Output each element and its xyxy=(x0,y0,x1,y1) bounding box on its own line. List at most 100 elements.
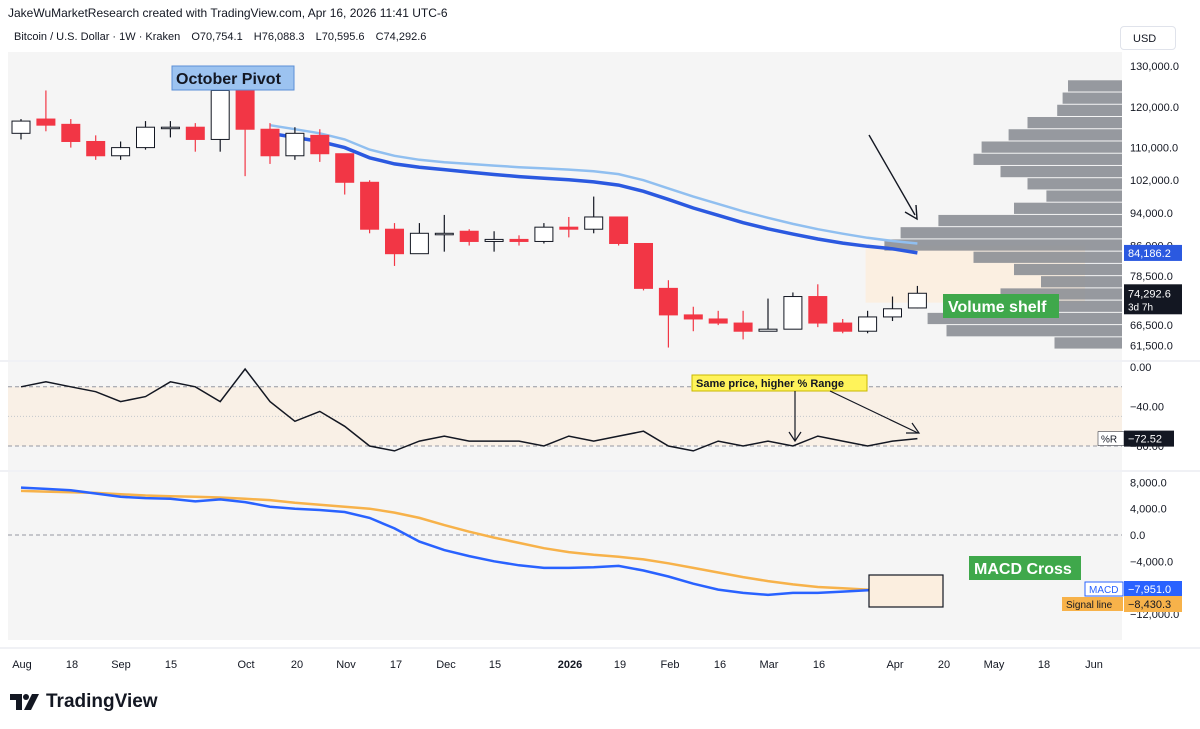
macd-line xyxy=(20,486,918,597)
volume-profile-bar xyxy=(900,227,1122,239)
candle-body[interactable] xyxy=(86,140,106,157)
candle-body[interactable] xyxy=(235,89,255,130)
candle-body[interactable] xyxy=(808,296,828,324)
time-axis-tick-label: 17 xyxy=(390,659,402,671)
macd-cross-callout xyxy=(969,556,1081,580)
macd-name-label: MACD xyxy=(1089,585,1118,596)
signal-name-label: Signal line xyxy=(1066,600,1113,611)
time-axis-tick-label: May xyxy=(984,659,1005,671)
price-axis-tick-label: 78,500.0 xyxy=(1130,271,1173,283)
currency-button[interactable]: USD xyxy=(1120,26,1176,50)
volume-profile-bar xyxy=(1014,263,1122,276)
tradingview-logo-icon xyxy=(10,694,39,710)
candle-body[interactable] xyxy=(559,226,579,230)
percent-r-name-label: %R xyxy=(1101,435,1117,446)
macd-axis-tick-label: 8,000.0 xyxy=(1130,477,1167,489)
candle-body[interactable] xyxy=(484,238,504,242)
volume-profile-bar xyxy=(1014,202,1122,214)
macd-value-label: −7,951.0 xyxy=(1128,584,1171,596)
candle-body[interactable] xyxy=(260,128,280,157)
candle-body[interactable] xyxy=(360,181,380,230)
percent-r-axis-tick-label: −40.00 xyxy=(1130,402,1164,414)
volume-shelf-callout xyxy=(943,294,1059,318)
candle-body[interactable] xyxy=(584,216,604,230)
candle-body[interactable] xyxy=(11,120,31,134)
candle-body[interactable] xyxy=(658,287,678,316)
candle-body[interactable] xyxy=(409,232,429,255)
volume-profile-bar xyxy=(1000,288,1122,300)
macd-cross-label: MACD Cross xyxy=(974,561,1072,578)
symbol-legend[interactable]: Bitcoin / U.S. Dollar · 1W · Kraken O70,… xyxy=(14,31,434,43)
annotation-arrow-head xyxy=(906,422,921,434)
macd-axis-tick-label: −4,000.0 xyxy=(1130,556,1173,568)
macd-axis-tick-label: 0.0 xyxy=(1130,530,1145,542)
macd-axis-tick-label: 4,000.0 xyxy=(1130,504,1167,516)
volume-profile-bar xyxy=(1062,92,1122,104)
symbol-name[interactable]: Bitcoin / U.S. Dollar · 1W · Kraken xyxy=(14,31,181,43)
time-axis-tick-label: 16 xyxy=(813,659,825,671)
candle-body[interactable] xyxy=(285,132,305,157)
time-axis-tick-label: 20 xyxy=(291,659,303,671)
candle-body[interactable] xyxy=(509,238,529,242)
time-axis-tick-label: Dec xyxy=(436,659,456,671)
time-axis-tick-label: 15 xyxy=(489,659,501,671)
ohlc-open: O70,754.1 xyxy=(191,31,243,43)
volume-profile-bar xyxy=(1057,104,1122,117)
brand-logo[interactable]: TradingView xyxy=(10,691,158,713)
brand-name: TradingView xyxy=(46,691,158,712)
candle-body[interactable] xyxy=(833,322,853,332)
candle-body[interactable] xyxy=(335,153,355,183)
volume-profile-bar xyxy=(938,214,1122,227)
candle-body[interactable] xyxy=(683,314,703,320)
signal-value-label: −8,430.3 xyxy=(1128,599,1171,611)
candle-body[interactable] xyxy=(783,296,803,330)
time-axis-tick-label: Jun xyxy=(1085,659,1103,671)
candle-body[interactable] xyxy=(858,316,878,332)
volume-profile-bar xyxy=(1027,178,1122,190)
price-axis-tick-label: 120,000.0 xyxy=(1130,102,1179,114)
time-axis-tick-label: Nov xyxy=(336,659,356,671)
candle-body[interactable] xyxy=(883,308,902,318)
candle-body[interactable] xyxy=(609,216,629,244)
candle-body[interactable] xyxy=(136,126,155,149)
candle-body[interactable] xyxy=(708,318,728,324)
candle-body[interactable] xyxy=(160,126,180,130)
candle-body[interactable] xyxy=(758,328,778,332)
time-axis-tick-label: 16 xyxy=(714,659,726,671)
candle-body[interactable] xyxy=(61,123,81,142)
price-axis-tick-label: 94,000.0 xyxy=(1130,208,1173,220)
candle-body[interactable] xyxy=(634,242,653,289)
volume-profile-bar xyxy=(973,153,1122,165)
time-axis-tick-label: Sep xyxy=(111,659,131,671)
candle-body[interactable] xyxy=(733,322,753,332)
volume-profile-bar xyxy=(1046,190,1122,202)
candle-body[interactable] xyxy=(111,147,131,157)
candle-body[interactable] xyxy=(385,228,404,255)
price-pane[interactable] xyxy=(8,52,1122,360)
price-axis-tick-label: 110,000.0 xyxy=(1130,143,1178,155)
time-axis-tick-label: Mar xyxy=(760,659,779,671)
candle-body[interactable] xyxy=(907,292,927,309)
volume-profile-bar xyxy=(1008,129,1122,141)
macd-cross-box xyxy=(868,574,944,608)
price-axis-tick-label: 66,500.0 xyxy=(1130,320,1173,332)
time-axis-tick-label: 15 xyxy=(165,659,177,671)
percent-r-callout xyxy=(691,374,868,392)
percent-r-band xyxy=(8,386,1122,446)
price-axis-tick-label: 130,000.0 xyxy=(1130,61,1179,73)
time-axis-tick-label: 18 xyxy=(1038,659,1050,671)
candle-body[interactable] xyxy=(459,230,479,242)
candle-body[interactable] xyxy=(534,226,554,242)
volume-profile-bar xyxy=(1000,165,1122,178)
candle-body[interactable] xyxy=(185,126,205,140)
candle-body[interactable] xyxy=(434,232,454,236)
ema-fast-line xyxy=(269,131,918,255)
volume-profile-bar xyxy=(973,251,1122,263)
candle-body[interactable] xyxy=(310,134,330,155)
macd-value-tag xyxy=(1124,581,1182,597)
candle-body[interactable] xyxy=(210,89,230,140)
candle-body[interactable] xyxy=(36,118,56,126)
ohlc-close: C74,292.6 xyxy=(375,31,427,43)
volume-profile-bar xyxy=(1027,117,1122,129)
